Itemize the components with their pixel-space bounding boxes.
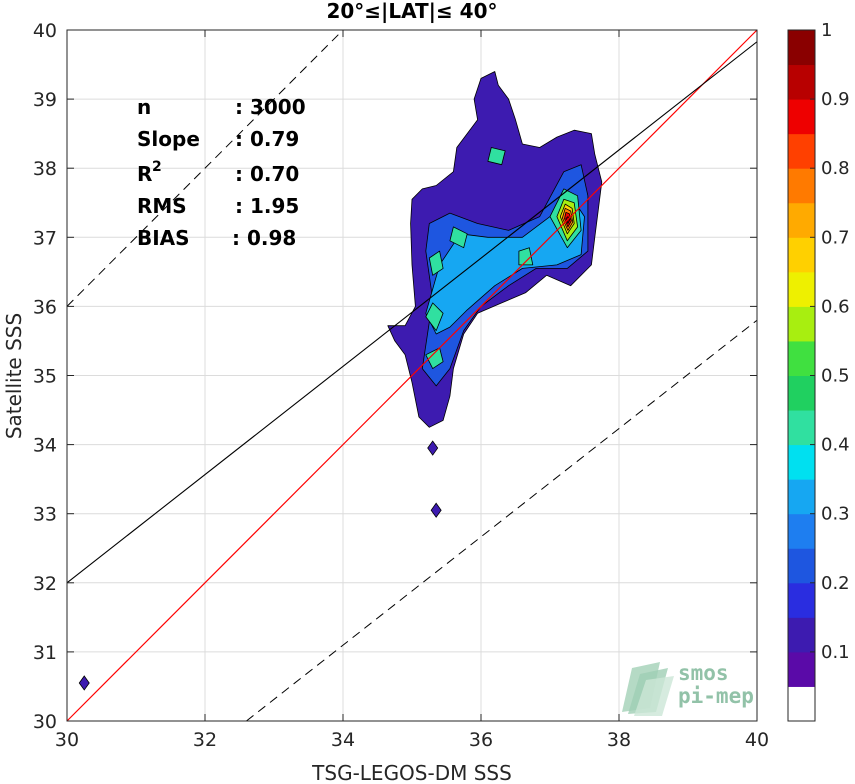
colorbar-segment: [788, 340, 815, 376]
logo-line-1: smos: [678, 661, 729, 685]
colorbar-tick-label: 0.7: [821, 227, 850, 248]
colorbar-segment: [788, 444, 815, 480]
colorbar-segment: [788, 306, 815, 342]
contour-level-0-45: [428, 250, 444, 276]
isolated-density-point: [430, 502, 442, 518]
stat-value: : 1.95: [235, 194, 299, 218]
y-tick-label: 30: [33, 711, 57, 733]
colorbar-tick-label: 0.5: [821, 366, 850, 387]
isolated-density-point: [78, 675, 90, 691]
logo-line-2: pi-mep: [678, 684, 754, 708]
y-tick-label: 31: [33, 642, 57, 664]
colorbar-segment: [788, 410, 815, 446]
colorbar-segment: [788, 651, 815, 687]
colorbar-tick-label: 1: [821, 20, 832, 41]
colorbar-ticks: 0.1 0.2 0.3 0.4 0.5 0.6 0.7 0.8 0.9 1: [810, 20, 850, 663]
contour-level-0-45: [425, 347, 444, 369]
colorbar-tick-label: 0.2: [821, 573, 850, 594]
upper-dashed-bound-line: [66, 29, 344, 307]
colorbar-segment: [788, 513, 815, 549]
colorbar-segment: [788, 548, 815, 584]
x-tick-label: 30: [55, 729, 79, 751]
stat-value: : 0.98: [232, 226, 296, 250]
colorbar-tick-label: 0.8: [821, 158, 850, 179]
stat-label: n: [137, 95, 151, 119]
colorbar-segment: [788, 133, 815, 169]
stat-value: : 0.79: [235, 127, 299, 151]
y-axis-ticks: 30 31 32 33 34 35 36 37 38 39 40: [33, 20, 757, 733]
colorbar: [787, 29, 816, 722]
lower-dashed-bound-line: [246, 319, 758, 722]
y-tick-label: 33: [33, 504, 57, 526]
x-axis-ticks: 30 32 34 36 38 40: [55, 30, 769, 751]
colorbar-tick-label: 0.3: [821, 504, 850, 525]
colorbar-segment: [788, 99, 815, 135]
colorbar-tick-label: 0.4: [821, 435, 850, 456]
density-contours: [78, 71, 603, 691]
colorbar-segment: [788, 168, 815, 204]
stat-label: RMS: [137, 194, 187, 218]
contour-level-0-45: [449, 226, 468, 249]
chart-title: 20°≤|LAT|≤ 40°: [326, 0, 497, 23]
colorbar-segment: [788, 271, 815, 307]
contour-level-0-45: [425, 302, 444, 331]
stat-value: : 3000: [235, 95, 306, 119]
colorbar-segment: [788, 202, 815, 238]
y-tick-label: 34: [33, 435, 57, 457]
reference-lines: [66, 29, 758, 722]
x-tick-label: 38: [607, 729, 631, 751]
x-tick-label: 36: [469, 729, 493, 751]
y-tick-label: 37: [33, 227, 57, 249]
colorbar-segment: [788, 237, 815, 273]
colorbar-segment: [788, 686, 815, 722]
colorbar-tick-label: 0.1: [821, 642, 850, 663]
y-tick-label: 36: [33, 296, 57, 318]
y-tick-label: 38: [33, 158, 57, 180]
identity-line: [66, 29, 758, 722]
stat-label: BIAS: [137, 226, 190, 250]
x-tick-label: 32: [193, 729, 217, 751]
stat-value: : 0.70: [235, 162, 299, 186]
y-axis-label: Satellite SSS: [2, 313, 26, 439]
statistics-box: n : 3000 Slope : 0.79 R 2 : 0.70 RMS : 1.95 BIAS:…: [137, 95, 306, 250]
colorbar-segment: [788, 375, 815, 411]
x-tick-label: 40: [745, 729, 769, 751]
colorbar-segment: [788, 479, 815, 515]
contour-level-0-3: [425, 195, 585, 335]
regression-fit-line: [66, 41, 758, 584]
colorbar-segment: [788, 30, 815, 66]
stat-label: R: [137, 162, 152, 186]
y-tick-label: 40: [33, 20, 57, 42]
y-tick-label: 35: [33, 366, 57, 388]
y-tick-label: 39: [33, 89, 57, 111]
isolated-density-point: [427, 440, 439, 456]
y-tick-label: 32: [33, 573, 57, 595]
contour-level-0-45: [518, 247, 534, 266]
stat-label: Slope: [137, 127, 200, 151]
colorbar-tick-label: 0.9: [821, 89, 850, 110]
smos-pi-mep-logo: smos pi-mep: [622, 661, 754, 716]
logo-wave-icon: [622, 662, 674, 716]
contour-level-0-45: [487, 147, 506, 166]
colorbar-segment: [788, 582, 815, 618]
x-axis-label: TSG-LEGOS-DM SSS: [311, 761, 512, 784]
colorbar-segment: [788, 64, 815, 100]
colorbar-tick-label: 0.6: [821, 296, 850, 317]
x-tick-label: 34: [331, 729, 355, 751]
colorbar-segment: [788, 617, 815, 653]
stat-superscript: 2: [152, 159, 162, 175]
